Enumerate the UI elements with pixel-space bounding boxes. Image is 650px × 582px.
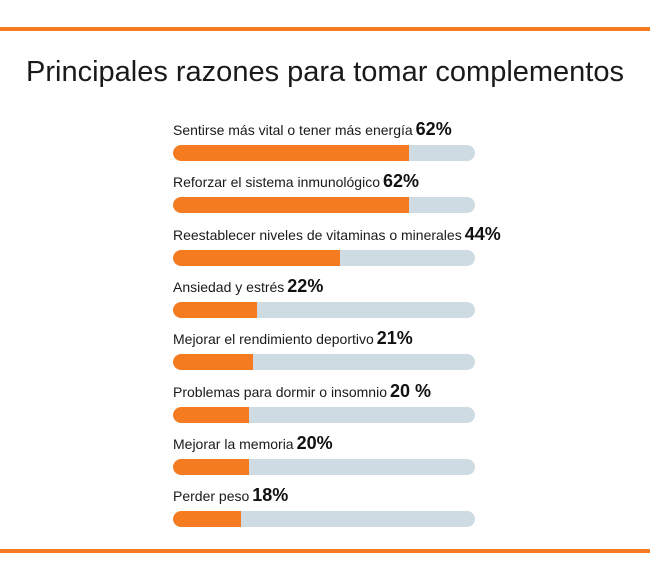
bar-row: Ansiedad y estrés 22%: [173, 276, 475, 318]
category-label: Sentirse más vital o tener más energía: [173, 122, 413, 138]
bar-label: Perder peso 18%: [173, 485, 475, 507]
value-label: 44%: [464, 223, 501, 244]
bar-track: [173, 145, 475, 161]
value-label: 20 %: [389, 380, 432, 401]
bar-fill: [173, 197, 409, 214]
bar-track: [173, 511, 475, 528]
bar-row: Sentirse más vital o tener más energía 62…: [173, 119, 475, 161]
bar-track: [173, 301, 475, 318]
value-label: 62%: [382, 171, 420, 192]
category-label: Problemas para dormir o insomnio: [173, 383, 387, 400]
chart-title: Principales razones para tomar complemen…: [26, 56, 624, 88]
category-label: Reestablecer niveles de vitaminas o mine…: [173, 226, 462, 243]
bar-label: Mejorar el rendimiento deportivo 21%: [173, 328, 475, 350]
value-label: 62%: [415, 119, 452, 139]
bar-fill: [173, 458, 249, 475]
bar-track: [173, 354, 475, 371]
category-label: Perder peso: [173, 488, 250, 505]
category-label: Reforzar el sistema inmunológico: [173, 174, 380, 191]
category-label: Ansiedad y estrés: [173, 278, 285, 295]
bar-row: Reforzar el sistema inmunológico 62%: [173, 171, 475, 214]
bar-label: Mejorar la memoria 20%: [173, 433, 475, 455]
bar-fill: [173, 249, 341, 266]
value-label: 22%: [287, 275, 324, 296]
bar-row: Perder peso 18%: [173, 485, 475, 528]
bar-label: Ansiedad y estrés 22%: [173, 276, 475, 298]
bottom-rule: [0, 549, 650, 553]
value-label: 21%: [376, 328, 413, 349]
bar-label: Sentirse más vital o tener más energía 62…: [173, 119, 475, 141]
bar-track: [173, 249, 475, 266]
category-label: Mejorar la memoria: [173, 435, 294, 452]
top-rule: [0, 27, 650, 31]
category-label: Mejorar el rendimiento deportivo: [173, 331, 374, 348]
bar-track: [173, 458, 475, 475]
bar-row: Problemas para dormir o insomnio 20 %: [173, 381, 475, 423]
bar-label: Reforzar el sistema inmunológico 62%: [173, 171, 475, 193]
bar-row: Mejorar la memoria 20%: [173, 433, 475, 475]
bar-fill: [173, 511, 242, 528]
bar-fill: [173, 354, 253, 371]
value-label: 20%: [296, 432, 333, 453]
bar-track: [173, 406, 475, 423]
bar-row: Reestablecer niveles de vitaminas o mine…: [173, 224, 501, 266]
bar-fill: [173, 145, 409, 161]
bar-track: [173, 197, 475, 214]
bar-fill: [173, 406, 249, 423]
bar-label: Reestablecer niveles de vitaminas o mine…: [173, 224, 501, 246]
bar-row: Mejorar el rendimiento deportivo 21%: [173, 328, 475, 371]
bar-fill: [173, 301, 257, 318]
bar-label: Problemas para dormir o insomnio 20 %: [173, 381, 475, 403]
value-label: 18%: [252, 485, 289, 506]
